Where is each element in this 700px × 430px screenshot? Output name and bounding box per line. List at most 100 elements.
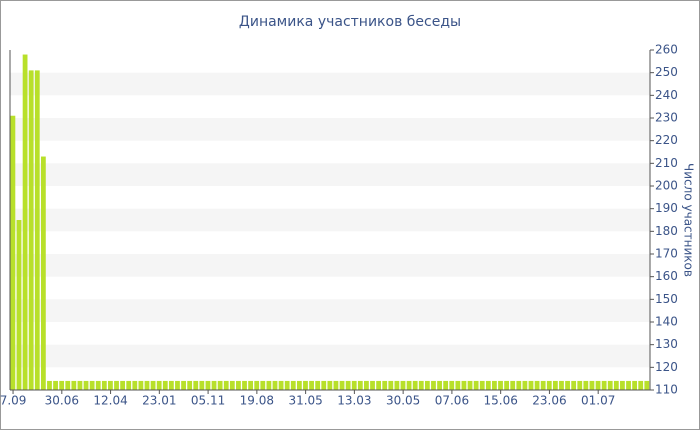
bar — [528, 380, 534, 390]
bar — [364, 380, 369, 390]
bar — [229, 380, 235, 390]
bar — [565, 380, 570, 390]
grid-band — [10, 254, 650, 277]
bar — [266, 380, 272, 390]
y-tick-label: 240 — [655, 88, 678, 102]
bar — [479, 380, 485, 390]
y-tick-label: 260 — [655, 43, 678, 57]
bar — [394, 380, 400, 390]
x-tick-label: 7.09 — [0, 394, 26, 408]
bar — [571, 380, 577, 390]
grid-band — [10, 72, 650, 96]
x-tick-label: 07.06 — [435, 394, 469, 408]
bar — [418, 380, 424, 390]
bar — [40, 156, 46, 390]
bar — [522, 380, 528, 390]
x-tick-label: 23.01 — [142, 394, 176, 408]
bar — [272, 380, 278, 390]
bar — [492, 380, 497, 390]
grid-band — [10, 118, 650, 141]
x-tick-label: 13.03 — [337, 394, 371, 408]
bar — [534, 380, 540, 390]
bar — [114, 380, 119, 390]
bar — [485, 380, 491, 390]
bar — [138, 380, 144, 390]
bar — [516, 380, 522, 390]
y-tick-label: 230 — [655, 111, 678, 125]
bar — [577, 380, 583, 390]
bar — [120, 380, 126, 390]
y-tick-label: 190 — [655, 201, 678, 215]
bar — [16, 220, 22, 390]
x-tick-label: 01.07 — [581, 394, 615, 408]
bar — [296, 380, 302, 390]
y-tick-label: 200 — [655, 179, 678, 193]
x-tick-label: 19.08 — [240, 394, 274, 408]
bar — [644, 380, 650, 390]
bar — [205, 380, 211, 390]
x-tick-label: 12.04 — [93, 394, 127, 408]
bar — [376, 380, 382, 390]
bar — [309, 380, 314, 390]
x-tick-label: 05.11 — [191, 394, 225, 408]
bar — [607, 380, 613, 390]
bar — [132, 380, 138, 390]
y-tick-label: 130 — [655, 337, 678, 351]
bar — [431, 380, 436, 390]
bar — [620, 380, 625, 390]
bar — [589, 380, 595, 390]
grid-band — [10, 299, 650, 322]
bar — [424, 380, 430, 390]
bar — [339, 380, 345, 390]
bar — [22, 54, 28, 391]
bar — [613, 380, 619, 390]
bar — [77, 380, 83, 390]
bar — [236, 380, 241, 390]
y-tick-label: 220 — [655, 133, 678, 147]
bar — [95, 380, 101, 390]
bar — [223, 380, 229, 390]
bar — [53, 380, 58, 390]
y-tick-label: 150 — [655, 292, 678, 306]
bar — [47, 380, 52, 390]
bar — [437, 380, 442, 390]
y-axis-label: Число участников — [682, 163, 696, 277]
bar — [156, 380, 162, 390]
y-tick-label: 140 — [655, 315, 678, 329]
bar — [193, 380, 199, 390]
bar — [144, 380, 150, 390]
y-tick-label: 180 — [655, 224, 678, 238]
bar — [467, 380, 473, 390]
bar — [59, 380, 65, 390]
bar — [108, 380, 113, 390]
x-tick-label: 15.06 — [483, 394, 517, 408]
y-tick-label: 250 — [655, 65, 678, 79]
bar — [168, 380, 174, 390]
bar — [162, 380, 168, 390]
y-tick-label: 120 — [655, 360, 678, 374]
bar — [89, 380, 95, 390]
bar — [175, 380, 180, 390]
bar — [83, 380, 89, 390]
bar — [10, 115, 16, 390]
bar — [211, 380, 217, 390]
bar — [351, 380, 357, 390]
bar — [412, 380, 418, 390]
bar — [187, 380, 193, 390]
bar — [303, 380, 308, 390]
bar — [559, 380, 564, 390]
bar — [65, 380, 71, 390]
bar — [248, 380, 254, 390]
x-tick-label: 23.06 — [532, 394, 566, 408]
bar — [254, 380, 260, 390]
grid-band — [10, 344, 650, 368]
bar — [455, 380, 461, 390]
bar — [101, 380, 107, 390]
bar — [583, 380, 589, 390]
bar — [449, 380, 455, 390]
bar — [28, 70, 34, 391]
bar — [443, 380, 449, 390]
bar — [382, 380, 388, 390]
x-tick-label: 30.06 — [45, 394, 79, 408]
